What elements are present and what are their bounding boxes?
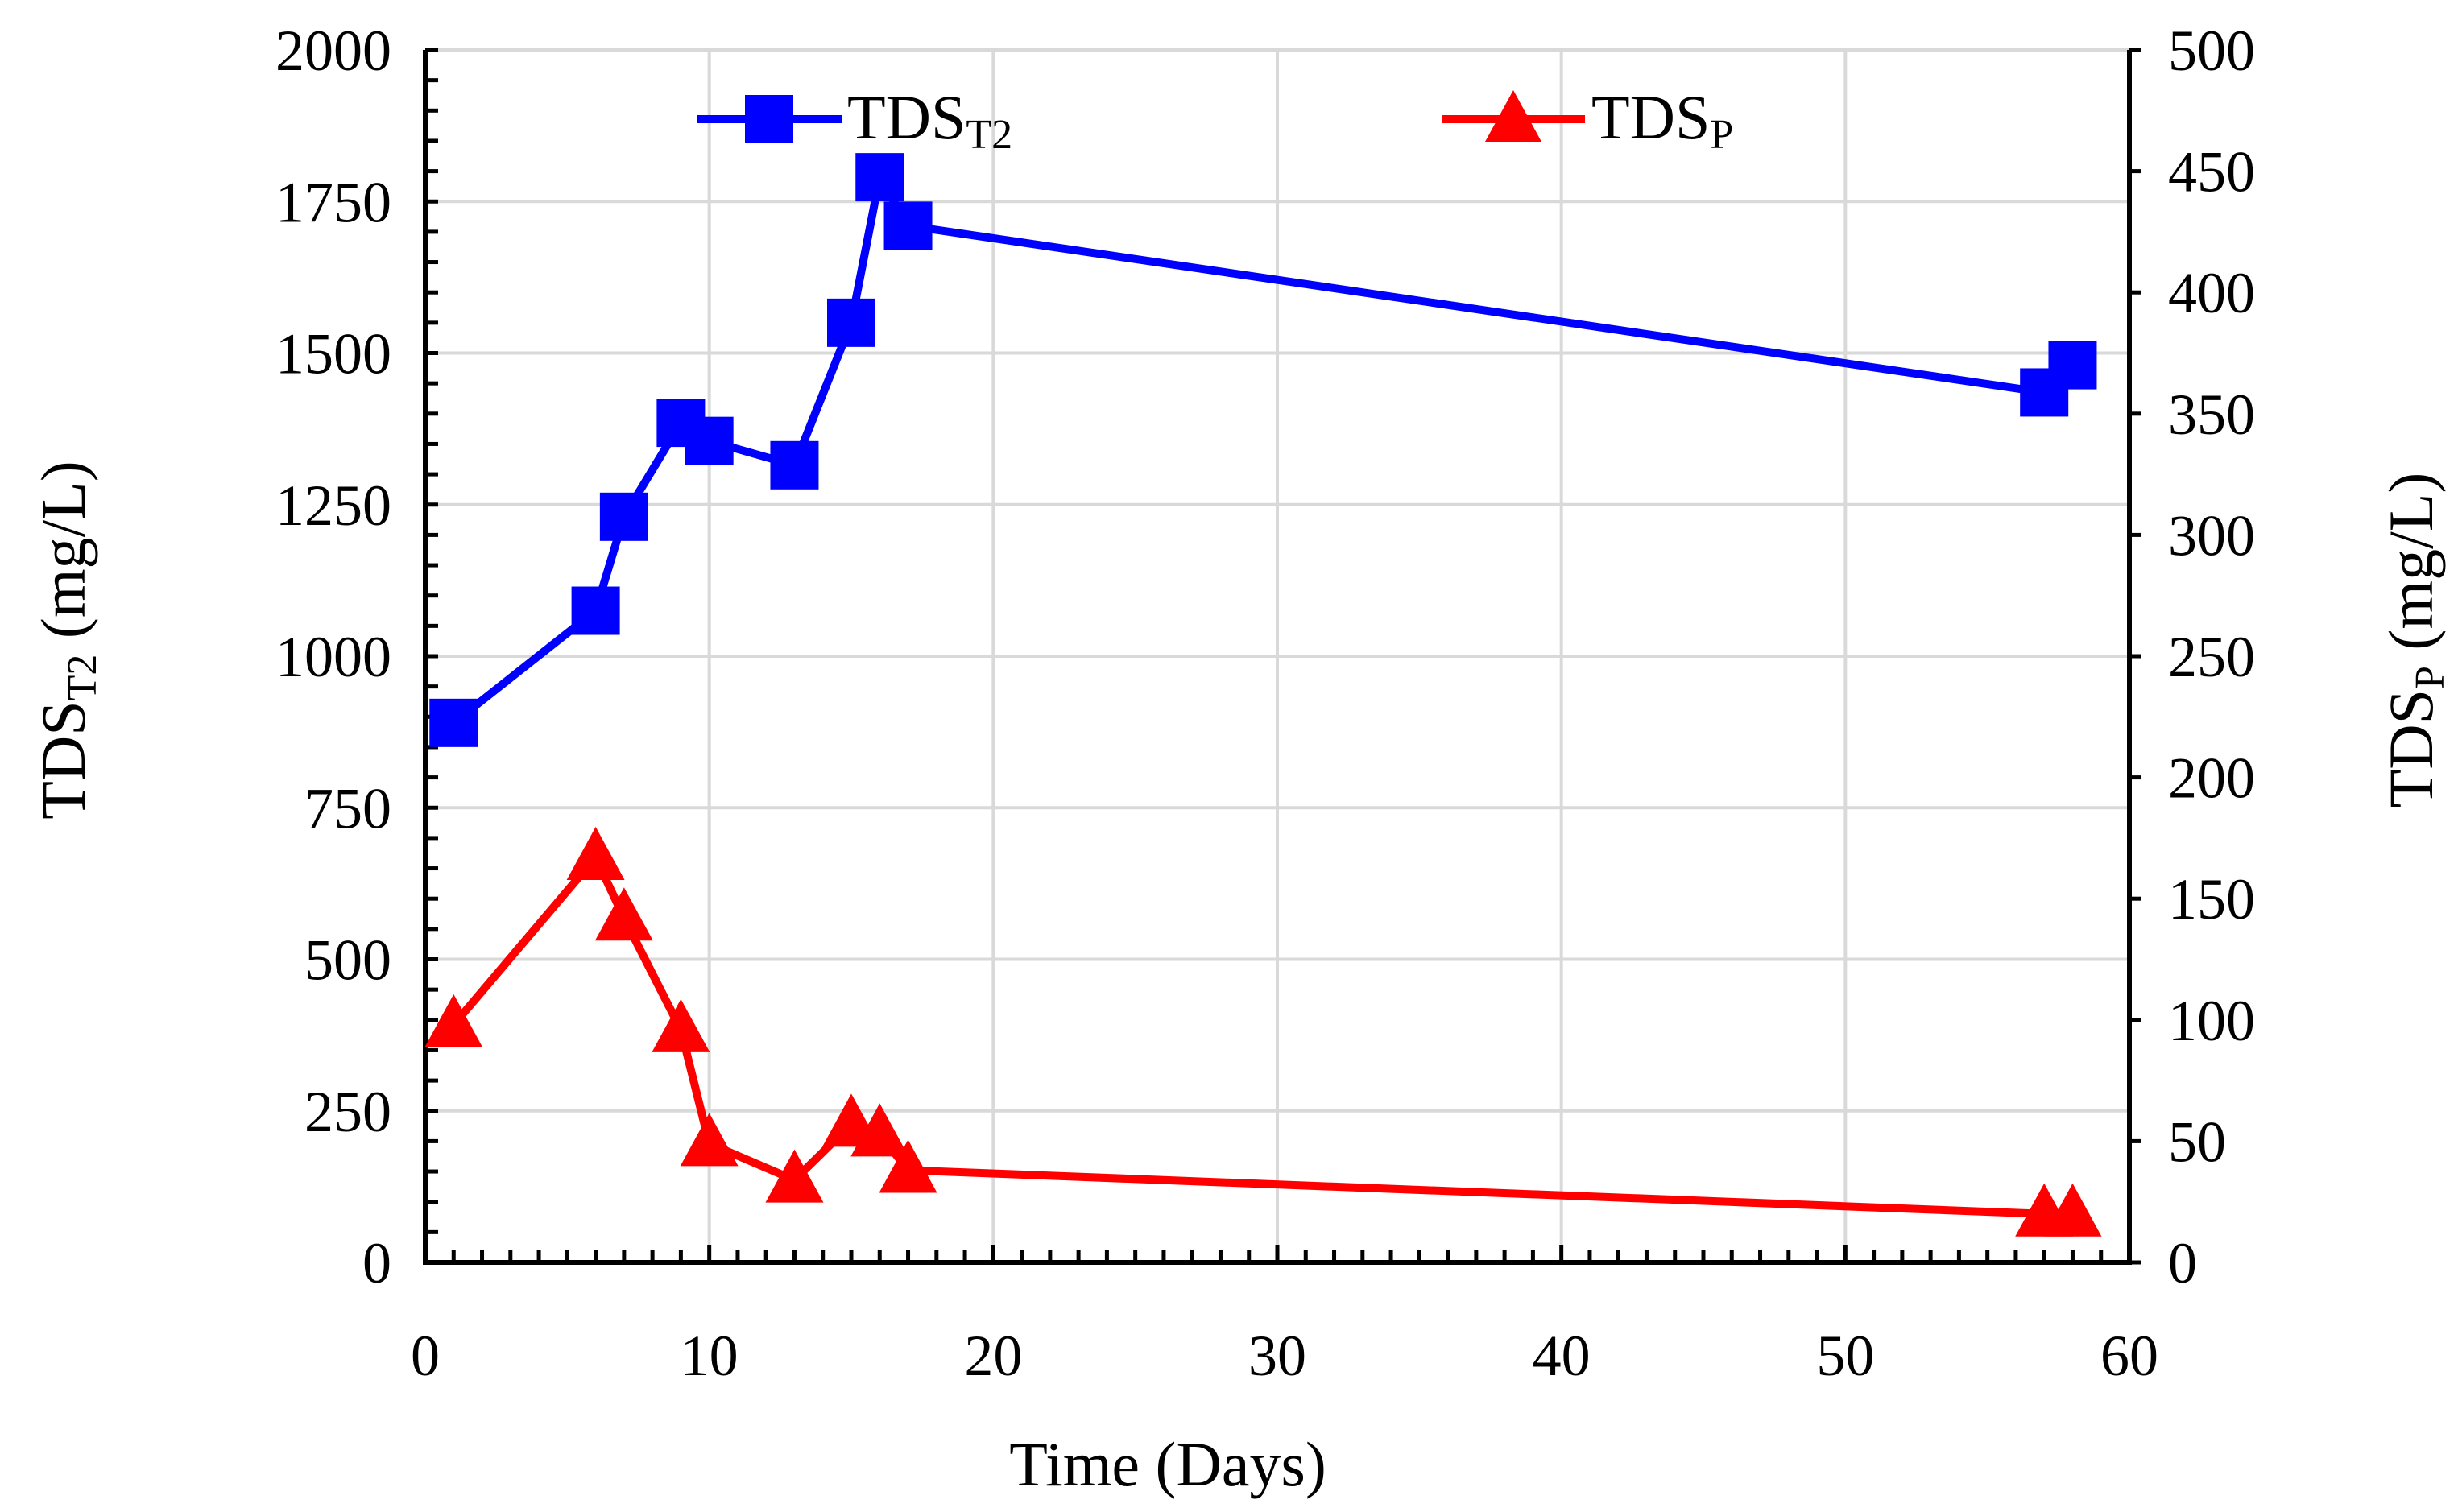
data-point-tdsp (879, 1139, 937, 1193)
data-point-tdst2 (770, 440, 819, 490)
y-right-tick-label: 500 (2168, 19, 2255, 83)
data-point-tdst2 (855, 153, 904, 202)
y-left-tick-label: 2000 (275, 19, 391, 83)
data-point-tdst2 (571, 586, 620, 635)
y-right-tick-label: 0 (2168, 1231, 2197, 1295)
data-point-tdsp (680, 1113, 739, 1167)
y-left-tick-label: 750 (304, 776, 391, 841)
x-tick-label: 60 (2100, 1324, 2158, 1388)
data-point-tdsp (652, 998, 710, 1052)
y-axis-left-title: TDST2 (mg/L) (28, 461, 106, 820)
y-left-tick-label: 1000 (275, 625, 391, 689)
y-left-tick-label: 250 (304, 1080, 391, 1144)
y-right-tick-label: 400 (2168, 261, 2255, 325)
x-axis-title: Time (Days) (1009, 1429, 1326, 1499)
data-point-tdsp (566, 826, 625, 880)
x-tick-label: 30 (1248, 1324, 1306, 1388)
axes: 0250500750100012501500175020000501001502… (275, 19, 2255, 1388)
x-tick-label: 20 (964, 1324, 1022, 1388)
data-point-tdst2 (429, 698, 478, 747)
legend-marker-triangle (1485, 90, 1541, 142)
y-right-tick-label: 250 (2168, 625, 2255, 689)
data-point-tdsp (424, 994, 483, 1047)
legend-item-tds-p: TDSP (1442, 82, 1733, 158)
y-left-tick-label: 1750 (275, 170, 391, 234)
data-point-tdsp (2043, 1183, 2102, 1237)
data-point-tdst2 (685, 416, 734, 465)
data-point-tdst2 (827, 298, 875, 347)
data-point-tdst2 (599, 492, 648, 541)
x-tick-label: 50 (1816, 1324, 1874, 1388)
series (424, 153, 2102, 1237)
y-right-tick-label: 50 (2168, 1109, 2226, 1174)
y-left-tick-label: 0 (362, 1231, 391, 1295)
y-left-tick-label: 1500 (275, 322, 391, 386)
y-right-tick-label: 350 (2168, 382, 2255, 447)
x-tick-label: 0 (411, 1324, 440, 1388)
y-left-tick-label: 500 (304, 928, 391, 993)
data-point-tdsp (765, 1149, 824, 1203)
data-point-tdst2 (883, 201, 933, 250)
data-point-tdsp (594, 887, 653, 941)
y-right-tick-label: 100 (2168, 989, 2255, 1053)
legend-label-tds-t2: TDST2 (847, 82, 1012, 158)
y-right-tick-label: 200 (2168, 746, 2255, 811)
x-tick-label: 40 (1533, 1324, 1591, 1388)
data-point-tdst2 (2048, 341, 2097, 390)
y-left-tick-label: 1250 (275, 473, 391, 538)
gridlines (425, 48, 2129, 1264)
legend-marker-square (745, 95, 793, 143)
legend-label-tds-p: TDSP (1591, 82, 1733, 158)
x-tick-label: 10 (681, 1324, 739, 1388)
y-axis-right-title: TDSP (mg/L) (2376, 473, 2453, 808)
legend-item-tds-t2: TDST2 (697, 82, 1012, 158)
y-right-tick-label: 450 (2168, 140, 2255, 204)
y-right-tick-label: 150 (2168, 867, 2255, 932)
y-right-tick-label: 300 (2168, 503, 2255, 568)
data-point-tdsp (850, 1103, 909, 1157)
